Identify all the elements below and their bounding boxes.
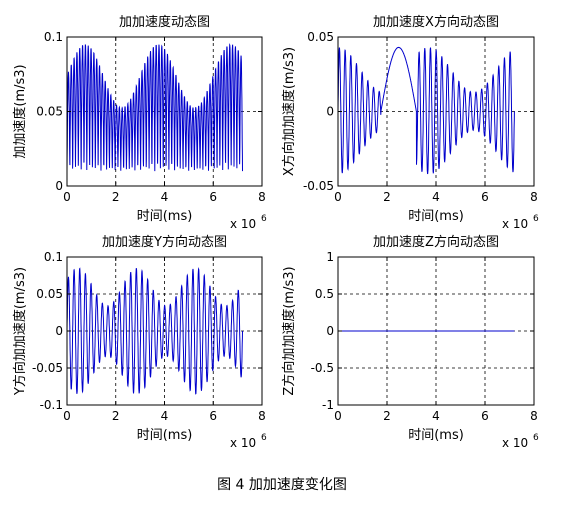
y-tick-label: 0 bbox=[55, 324, 63, 338]
x-axis-label: 时间(ms) bbox=[137, 209, 193, 224]
y-tick-label: 1 bbox=[326, 250, 334, 264]
y-tick-label: 0.1 bbox=[44, 250, 63, 264]
y-tick-label: 0.05 bbox=[36, 287, 63, 301]
x-tick-label: 0 bbox=[334, 409, 342, 423]
x-tick-label: 8 bbox=[258, 190, 266, 204]
y-tick-label: 0 bbox=[326, 105, 334, 119]
x-tick-label: 6 bbox=[209, 190, 217, 204]
y-tick-label: -0.05 bbox=[32, 361, 63, 375]
x-tick-label: 2 bbox=[383, 409, 391, 423]
y-axis-label: Z方向加加速度(m/s3) bbox=[281, 266, 297, 395]
x-axis-label: 时间(ms) bbox=[408, 209, 464, 224]
x-multiplier: x 10 bbox=[230, 217, 256, 231]
subplot-1: 加加速度动态图 0 2 4 6 8 0 0.05 0.1 时间(ms) 加加速度(m/s3) x 10… bbox=[12, 14, 267, 231]
subplot-3: 加加速度Y方向动态图 0 2 4 6 8 -0.1 -0.05 0 0.05 0.1 时间(ms) Y方… bbox=[12, 234, 267, 450]
x-tick-label: 4 bbox=[432, 190, 440, 204]
series-line bbox=[337, 46, 515, 175]
x-multiplier: x 10 bbox=[502, 436, 528, 450]
y-axis-label: 加加速度(m/s3) bbox=[12, 64, 28, 158]
y-axis-label: Y方向加加速度(m/s3) bbox=[12, 267, 28, 396]
chart-title: 加加速度X方向动态图 bbox=[373, 14, 499, 30]
x-tick-label: 6 bbox=[481, 190, 489, 204]
figure-caption: 图 4 加加速度变化图 bbox=[217, 477, 347, 493]
y-tick-label: -0.5 bbox=[311, 361, 334, 375]
x-multiplier: x 10 bbox=[230, 436, 256, 450]
x-axis-label: 时间(ms) bbox=[408, 428, 464, 443]
y-axis-label: X方向加加速度(m/s3) bbox=[281, 47, 297, 176]
x-tick-label: 2 bbox=[112, 409, 120, 423]
x-tick-label: 4 bbox=[432, 409, 440, 423]
chart-title: 加加速度Z方向动态图 bbox=[373, 234, 499, 250]
x-tick-label: 6 bbox=[209, 409, 217, 423]
x-tick-label: 4 bbox=[161, 409, 169, 423]
y-tick-label: 0.5 bbox=[315, 287, 334, 301]
x-tick-label: 0 bbox=[63, 190, 71, 204]
chart-title: 加加速度动态图 bbox=[119, 14, 210, 30]
y-tick-label: -0.1 bbox=[40, 398, 63, 412]
subplot-4: 加加速度Z方向动态图 0 2 4 6 8 -1 -0.5 0 0.5 1 时间(ms) Z方向加加速度(… bbox=[281, 234, 539, 450]
y-tick-label: 0 bbox=[55, 179, 63, 193]
x-tick-label: 8 bbox=[258, 409, 266, 423]
x-tick-label: 8 bbox=[530, 190, 538, 204]
y-tick-label: 0.1 bbox=[44, 30, 63, 44]
series-line bbox=[66, 267, 243, 395]
x-tick-label: 2 bbox=[383, 190, 391, 204]
chart-title: 加加速度Y方向动态图 bbox=[102, 234, 227, 250]
x-tick-label: 6 bbox=[481, 409, 489, 423]
series-line bbox=[66, 42, 243, 172]
x-multiplier-exponent: 6 bbox=[533, 433, 539, 443]
x-multiplier-exponent: 6 bbox=[261, 433, 267, 443]
x-tick-label: 0 bbox=[334, 190, 342, 204]
x-axis-label: 时间(ms) bbox=[137, 428, 193, 443]
x-multiplier: x 10 bbox=[502, 217, 528, 231]
x-tick-label: 0 bbox=[63, 409, 71, 423]
x-tick-label: 2 bbox=[112, 190, 120, 204]
y-tick-label: 0.05 bbox=[307, 30, 334, 44]
x-multiplier-exponent: 6 bbox=[261, 214, 267, 224]
y-tick-label: -0.05 bbox=[303, 179, 334, 193]
y-tick-label: 0 bbox=[326, 324, 334, 338]
x-tick-label: 8 bbox=[530, 409, 538, 423]
x-tick-label: 4 bbox=[161, 190, 169, 204]
y-tick-label: 0.05 bbox=[36, 105, 63, 119]
x-multiplier-exponent: 6 bbox=[533, 214, 539, 224]
y-tick-label: -1 bbox=[322, 398, 334, 412]
